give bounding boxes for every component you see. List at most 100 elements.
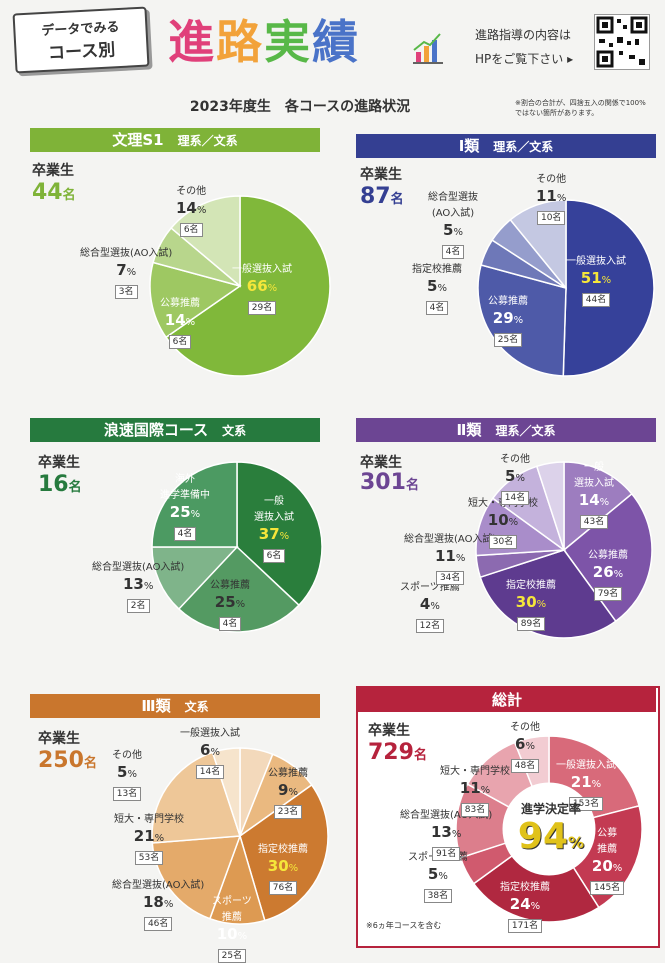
slice-name: 短大・専門学校 [440, 766, 510, 777]
slice-count: 53名 [134, 851, 164, 865]
slice-percent: 21% [570, 773, 602, 791]
slice-percent: 37% [258, 525, 290, 543]
qr-code-icon[interactable] [594, 14, 650, 70]
slice-count: 6名 [168, 335, 192, 349]
slice-name: 一般選抜入試 [232, 264, 292, 275]
slice-name: スポーツ 推薦 [212, 896, 252, 923]
hp-notice-line1: 進路指導の内容は [475, 28, 572, 42]
slice-percent: 30% [515, 593, 547, 611]
slice-name: その他 [500, 454, 530, 465]
section-title: Ⅰ類 [458, 137, 480, 155]
slice-percent: 7% [116, 261, 137, 279]
slice-count: 2名 [126, 599, 150, 613]
section-title: Ⅱ類 [456, 421, 482, 439]
slice-count: 6名 [262, 549, 286, 563]
section-title: Ⅲ類 [141, 697, 171, 715]
course-badge: データでみる コース別 [12, 6, 150, 74]
slice-percent: 4% [419, 595, 440, 613]
slice-count: 14名 [195, 765, 225, 779]
graduates-label: 卒業生 [360, 167, 402, 183]
slice-name: 一般選抜入試 [556, 760, 616, 771]
graduates-label: 卒業生 [368, 723, 410, 739]
slice-label: スポーツ推薦 4% 12名 [400, 580, 460, 633]
slice-name: 総合型選抜(AO入試) [404, 534, 497, 545]
slice-label: 公募推薦 14% 6名 [160, 296, 200, 349]
slice-count: 4名 [173, 527, 197, 541]
slice-count: 171名 [507, 919, 543, 933]
decision-rate-label: 進学決定率 [520, 802, 581, 816]
slice-percent: 20% [591, 857, 623, 875]
slice-percent: 14% [164, 311, 196, 329]
section-subtitle: 文系 [184, 700, 209, 714]
slice-label: 一般 選抜入試 37% 6名 [254, 494, 294, 563]
slice-count: 3名 [114, 285, 138, 299]
slice-percent: 24% [509, 895, 541, 913]
slice-label: 総合型選抜(AO入試) 13% 91名 [400, 808, 492, 861]
title-char: 路 [216, 15, 264, 69]
slice-name: 公募推薦 [488, 296, 528, 307]
slice-label: その他 5% 14名 [500, 452, 530, 505]
slice-name: 総合型選抜(AO入試) [80, 248, 173, 259]
slice-count: 145名 [590, 881, 625, 895]
slice-label: 短大・専門学校 21% 53名 [114, 812, 184, 865]
title-char: 進 [168, 15, 216, 69]
slice-name: 総合型選抜(AO入試) [400, 810, 493, 821]
graduates-count: 729名 [368, 740, 427, 765]
slice-name: 指定校推薦 [500, 882, 550, 893]
slice-name: 指定校推薦 [258, 844, 308, 855]
slice-count: 89名 [516, 617, 546, 631]
graduates-count: 301名 [360, 470, 419, 495]
slice-name: 総合型選抜(AO入試) [92, 562, 185, 573]
graduates-count: 250名 [38, 748, 97, 773]
slice-name: 公募 推薦 [597, 828, 618, 855]
slice-name: 公募推薦 [588, 550, 628, 561]
pie-slice [562, 492, 653, 623]
section-title: 文理S1 [112, 131, 164, 149]
slice-label: その他 5% 13名 [112, 748, 142, 801]
slice-name: 一般選抜入試 [566, 256, 626, 267]
graduates-count: 44名 [32, 180, 76, 205]
slice-percent: 30% [267, 857, 299, 875]
slice-percent: 18% [142, 893, 174, 911]
slice-count: 6名 [179, 223, 203, 237]
graduates-label: 卒業生 [32, 163, 74, 179]
pie-slice [236, 461, 323, 607]
slice-label: その他 6% 48名 [510, 720, 540, 773]
slice-percent: 6% [200, 741, 220, 759]
slice-name: 一般選抜入試 [180, 728, 240, 739]
slice-count: 44名 [581, 293, 611, 307]
slice-name: 一般 選抜入試 [254, 496, 294, 523]
pie-slice [151, 835, 242, 920]
slice-percent: 5% [443, 221, 463, 239]
slice-percent: 11% [536, 187, 567, 205]
slice-count: 4名 [441, 245, 465, 259]
slice-label: 総合型選抜 (AO入試) 5% 4名 [428, 190, 478, 259]
slice-count: 12名 [415, 619, 445, 633]
graduates-label: 卒業生 [38, 455, 80, 471]
slice-label: 指定校推薦 30% 76名 [258, 842, 308, 895]
slice-name: 総合型選抜(AO入試) [112, 880, 205, 891]
slice-label: 公募推薦 25% 4名 [210, 578, 250, 631]
slice-count: 4名 [425, 301, 449, 315]
slice-name: 海外 進学準備中 [160, 474, 210, 501]
slice-label: 総合型選抜(AO入試) 13% 2名 [92, 560, 184, 613]
pie-slice [562, 199, 655, 377]
title-char: 績 [312, 15, 360, 69]
section-header-bunri-s1: 文理S1 理系／文系 [30, 128, 320, 152]
slice-percent: 26% [592, 563, 624, 581]
graduates-count: 16名 [38, 472, 82, 497]
pie-slice [151, 461, 238, 548]
slice-count: 14名 [500, 491, 530, 505]
chart-logo-icon [413, 33, 443, 64]
section-header-type-3: Ⅲ類 文系 [30, 694, 320, 718]
slice-label: 一般選抜入試 66% 29名 [232, 262, 292, 315]
pie-chart-bunri-s1 [149, 195, 331, 377]
slice-label: 総合型選抜(AO入試) 7% 3名 [80, 246, 172, 299]
slice-count: 4名 [218, 617, 242, 631]
section-subtitle: 理系／文系 [495, 424, 556, 438]
slice-label: 公募 推薦 20% 145名 [590, 826, 625, 895]
slice-label: 公募推薦 29% 25名 [488, 294, 528, 347]
slice-count: 30名 [488, 535, 518, 549]
slice-count: 38名 [423, 889, 453, 903]
slice-count: 46名 [143, 917, 173, 931]
